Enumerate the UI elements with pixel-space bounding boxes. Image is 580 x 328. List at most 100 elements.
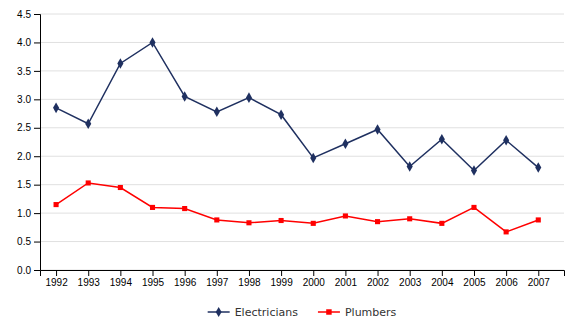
y-tick-label: 0.0: [17, 265, 31, 276]
x-tick: 2004: [431, 270, 454, 288]
series-marker: [150, 205, 155, 210]
x-tick: 2007: [528, 270, 551, 288]
x-tick: 1997: [206, 270, 229, 288]
series-marker: [214, 107, 220, 118]
x-tick: 2006: [496, 270, 519, 288]
x-tick-mark: [506, 270, 507, 276]
x-tick-label: 1998: [238, 277, 261, 288]
series-marker: [310, 153, 316, 164]
series-marker: [149, 37, 155, 48]
y-tick: 0.0: [17, 265, 40, 276]
x-tick: 2002: [367, 270, 390, 288]
series-marker: [504, 229, 509, 234]
x-tick-label: 2007: [528, 277, 551, 288]
x-tick-mark: [410, 270, 411, 276]
series-marker: [246, 92, 252, 103]
grid-line: [40, 156, 564, 157]
x-tick-label: 1993: [78, 277, 101, 288]
x-tick-label: 1995: [142, 277, 165, 288]
x-tick-label: 2006: [496, 277, 519, 288]
y-tick: 0.5: [17, 236, 40, 247]
series-marker: [375, 219, 380, 224]
series-marker: [86, 180, 91, 185]
y-tick-label: 1.5: [17, 179, 31, 190]
series-marker: [54, 202, 59, 207]
x-tick: 2003: [399, 270, 422, 288]
x-tick-label: 2000: [303, 277, 326, 288]
x-tick: 2001: [335, 270, 358, 288]
y-tick: 4.0: [17, 37, 40, 48]
x-tick-mark: [56, 270, 57, 276]
x-tick: 1999: [270, 270, 293, 288]
x-tick-mark: [313, 270, 314, 276]
x-tick-mark: [120, 270, 121, 276]
grid-line: [40, 42, 564, 43]
y-tick-label: 4.5: [17, 9, 31, 20]
x-tick-label: 1997: [206, 277, 229, 288]
y-tick: 2.5: [17, 122, 40, 133]
x-tick-mark: [185, 270, 186, 276]
series-marker: [503, 135, 509, 146]
x-tick-label: 1999: [270, 277, 293, 288]
x-tick: 1993: [78, 270, 101, 288]
y-tick: 3.0: [17, 94, 40, 105]
grid-line: [40, 241, 564, 242]
series-marker: [311, 221, 316, 226]
series-line: [56, 183, 538, 232]
grid-line: [40, 70, 564, 71]
grid-line: [40, 14, 564, 15]
x-tick-mark: [249, 270, 250, 276]
series-marker: [118, 185, 123, 190]
x-tick: 2000: [303, 270, 326, 288]
y-tick-mark: [34, 14, 40, 15]
x-tick-mark: [281, 270, 282, 276]
series-marker: [214, 217, 219, 222]
y-tick-mark: [34, 156, 40, 157]
x-tick: 1992: [45, 270, 68, 288]
x-tick-label: 2002: [367, 277, 390, 288]
y-tick-mark: [34, 99, 40, 100]
series-marker: [407, 216, 412, 221]
x-tick-mark: [378, 270, 379, 276]
y-tick-mark: [34, 270, 40, 271]
series-marker: [439, 221, 444, 226]
y-tick-label: 1.0: [17, 208, 31, 219]
series-marker: [536, 217, 541, 222]
series-marker: [439, 134, 445, 145]
y-axis: 0.0 0.5 1.0 1.5 2.0 2.5 3.0 3.5 4.0 4.5: [17, 9, 40, 276]
series-marker: [375, 124, 381, 135]
legend-item: Plumbers: [318, 306, 397, 319]
series-line: [56, 42, 538, 170]
series-marker: [246, 220, 251, 225]
x-tick-label: 2003: [399, 277, 422, 288]
series-marker: [279, 218, 284, 223]
y-tick-mark: [34, 71, 40, 72]
grid: [40, 14, 564, 270]
plot-area: 1992 1993 1994 1995 1996 1997 1998 1999 2000 2001…: [17, 9, 564, 288]
series-marker: [471, 205, 476, 210]
y-tick-label: 3.5: [17, 66, 31, 77]
x-axis: 1992 1993 1994 1995 1996 1997 1998 1999 2000 2001…: [41, 270, 565, 288]
legend-marker: [326, 309, 331, 314]
y-tick: 1.5: [17, 179, 40, 190]
x-tick-label: 2005: [463, 277, 486, 288]
x-axis-line: [41, 271, 565, 277]
series-marker: [117, 58, 123, 69]
series-marker: [53, 103, 59, 114]
x-tick-mark: [345, 270, 346, 276]
series-marker: [85, 119, 91, 130]
x-tick: 1994: [110, 270, 133, 288]
legend-label: Plumbers: [345, 306, 397, 319]
y-tick-mark: [34, 185, 40, 186]
series-layer: [53, 37, 541, 234]
y-tick: 4.5: [17, 9, 40, 20]
y-tick-label: 2.0: [17, 151, 31, 162]
x-tick-mark: [474, 270, 475, 276]
x-tick: 2005: [463, 270, 486, 288]
series-marker: [182, 91, 188, 102]
x-tick-label: 1996: [174, 277, 197, 288]
series-marker: [343, 213, 348, 218]
series-marker: [342, 138, 348, 149]
x-tick-label: 1994: [110, 277, 133, 288]
legend: ElectriciansPlumbers: [208, 306, 397, 319]
